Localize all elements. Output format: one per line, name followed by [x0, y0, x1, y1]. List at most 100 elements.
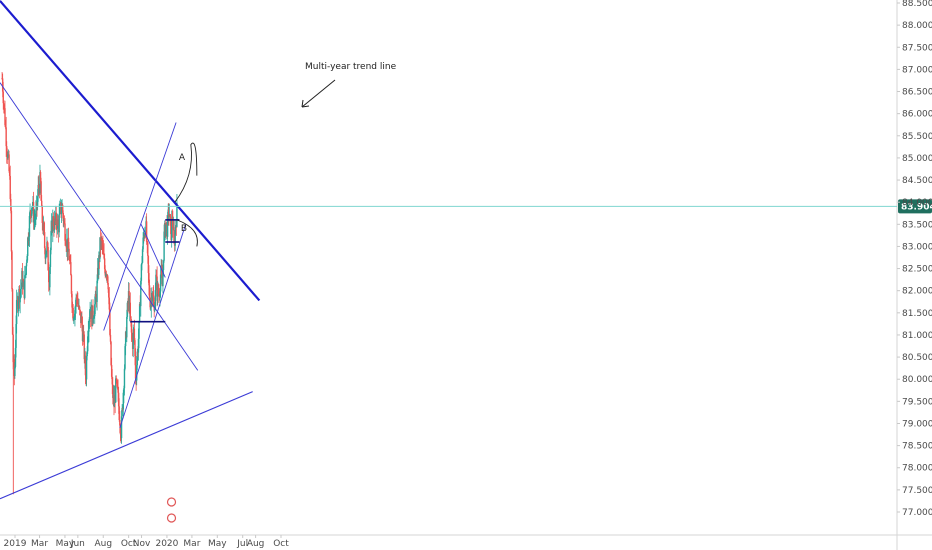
candle-body	[170, 218, 173, 240]
candle-body	[150, 306, 152, 308]
candle-body	[46, 241, 49, 247]
x-tick-label: May	[56, 539, 75, 549]
candle-body	[163, 231, 165, 261]
candle-body	[57, 219, 59, 226]
candle-body	[43, 232, 46, 249]
candle-body	[3, 104, 6, 109]
candle-body	[144, 233, 146, 238]
drawings: Multi-year trend line A B	[0, 0, 397, 523]
annotation-arrow	[301, 79, 336, 108]
candle-body	[121, 407, 123, 417]
y-tick-label: 87.000	[902, 65, 932, 75]
candle-body	[157, 285, 159, 294]
candle-body	[165, 224, 167, 237]
y-tick-label: 81.500	[902, 309, 932, 319]
candle-body	[47, 246, 49, 271]
candle-body	[103, 258, 106, 270]
candle-body	[151, 292, 154, 302]
candle-body	[124, 346, 126, 369]
candle-body	[29, 210, 32, 215]
y-tick-label: 88.000	[902, 21, 932, 31]
candle-body	[28, 236, 30, 241]
candle-body	[159, 274, 162, 292]
y-tick-label: 83.500	[902, 220, 932, 230]
candle-body	[159, 291, 161, 297]
candle-body	[8, 154, 10, 172]
last-price-value: 83.904	[901, 202, 932, 212]
candle-body	[41, 200, 43, 207]
candle-body	[148, 273, 150, 286]
candle-body	[155, 274, 158, 277]
candle-body	[68, 259, 71, 262]
candle-body	[33, 219, 35, 223]
candle-body	[154, 308, 156, 311]
candle-body	[76, 297, 78, 303]
event-marker-icon	[166, 497, 177, 507]
y-tick-label: 80.500	[902, 353, 932, 363]
candle-body	[161, 268, 163, 276]
candle-body	[52, 216, 55, 227]
candle-body	[74, 310, 76, 318]
candle-body	[85, 356, 88, 380]
candle-body	[109, 309, 111, 335]
candle-body	[4, 125, 7, 128]
candle-body	[45, 254, 47, 259]
candle-body	[172, 219, 174, 230]
y-tick-label: 84.000	[902, 198, 932, 208]
candle-body	[174, 229, 176, 246]
candle-body	[72, 307, 74, 321]
candle-body	[128, 290, 130, 311]
candle-body	[49, 267, 51, 288]
y-tick-label: 79.000	[902, 419, 932, 429]
y-tick-label: 78.000	[902, 464, 932, 474]
candle-body	[169, 214, 171, 217]
candle-body	[115, 378, 118, 380]
x-tick-label: Mar	[183, 539, 200, 549]
candle-body	[141, 249, 144, 263]
candle-body	[39, 172, 41, 194]
candle-body	[142, 237, 144, 250]
candle-body	[140, 264, 143, 281]
candle-body	[4, 108, 6, 126]
candle-body	[162, 260, 165, 271]
candle-body	[83, 334, 85, 360]
candle-body	[64, 223, 66, 241]
candle-body	[169, 216, 172, 226]
wave-a-arrow	[174, 142, 198, 203]
candle-body	[48, 270, 50, 283]
candle-body	[153, 306, 155, 311]
candle-body	[15, 299, 18, 325]
candle-body	[24, 275, 26, 298]
candle-body	[96, 280, 98, 302]
candle-body	[108, 289, 110, 298]
candle-body	[71, 307, 74, 309]
y-tick-label: 77.500	[902, 486, 932, 496]
candle-body	[64, 240, 67, 245]
candle-body	[75, 297, 77, 306]
candle-body	[79, 310, 81, 312]
candle-body	[35, 210, 37, 220]
candle-body	[3, 103, 5, 105]
candle-body	[138, 304, 141, 322]
candle-body	[84, 355, 87, 376]
y-tick-label: 85.000	[902, 154, 932, 164]
candle-body	[14, 366, 16, 376]
candle-body	[60, 210, 63, 215]
candle-body	[10, 199, 12, 211]
candle-body	[166, 215, 169, 237]
y-tick-label: 86.000	[902, 110, 932, 120]
y-tick-label: 86.500	[902, 88, 932, 98]
candle-body	[106, 275, 109, 283]
y-tick-label: 80.000	[902, 375, 932, 385]
last-price-tag	[898, 199, 932, 214]
candle-body	[141, 262, 143, 265]
candle-body	[131, 332, 133, 339]
candles	[1, 72, 178, 495]
candle-body	[173, 227, 175, 242]
x-tick-label: Aug	[94, 539, 112, 549]
candle-body	[130, 316, 132, 323]
candle-body	[74, 305, 77, 311]
candle-body	[117, 392, 120, 407]
candle-body	[133, 328, 136, 341]
candle-body	[68, 248, 70, 260]
